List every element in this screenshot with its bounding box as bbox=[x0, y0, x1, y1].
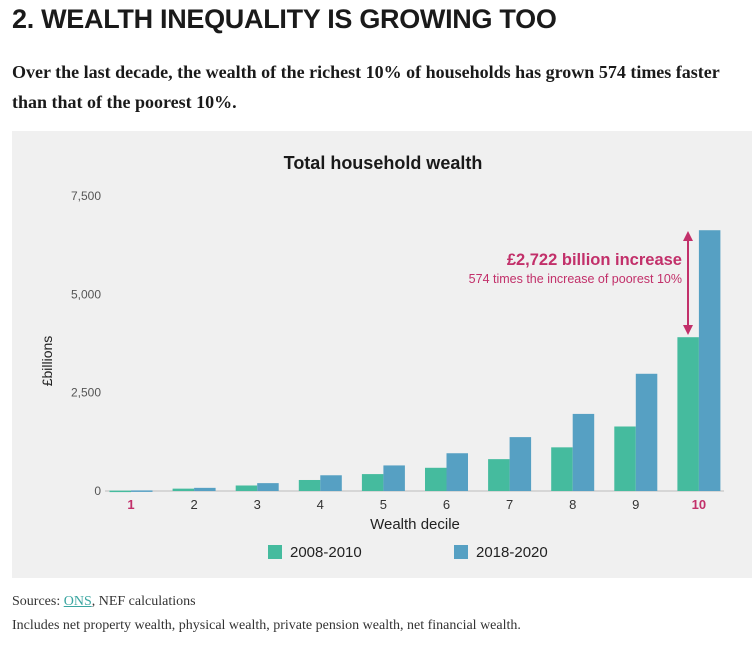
annotation-subtitle: 574 times the increase of poorest 10% bbox=[469, 272, 682, 286]
legend-swatch-2008-2010 bbox=[268, 545, 282, 559]
x-axis-label: Wealth decile bbox=[370, 516, 460, 533]
bar-2018-2020-decile-6 bbox=[446, 453, 468, 491]
legend-swatch-2018-2020 bbox=[454, 545, 468, 559]
bar-2018-2020-decile-5 bbox=[383, 465, 405, 491]
sources-suffix: , NEF calculations bbox=[91, 594, 196, 609]
sources-prefix: Sources: bbox=[12, 594, 64, 609]
bar-2008-2010-decile-1 bbox=[109, 490, 131, 493]
legend-label-2018-2020: 2018-2020 bbox=[476, 544, 548, 561]
chart-panel: Total household wealth 0 2,500 5,000 7,500 … bbox=[12, 131, 752, 578]
bar-2008-2010-decile-2 bbox=[172, 488, 195, 491]
footnote: Includes net property wealth, physical w… bbox=[12, 618, 521, 633]
bar-2008-2010-decile-10 bbox=[677, 337, 699, 491]
x-axis-ticks: 1 2 3 4 5 6 7 8 9 10 bbox=[127, 497, 706, 512]
bar-2018-2020-decile-3 bbox=[257, 483, 279, 491]
bar-2018-2020-decile-4 bbox=[320, 475, 342, 491]
legend-label-2008-2010: 2008-2010 bbox=[290, 544, 362, 561]
annotation-arrow-head-up bbox=[683, 231, 693, 241]
annotation-title: £2,722 billion increase bbox=[507, 251, 682, 269]
x-tick-label: 1 bbox=[127, 497, 134, 512]
x-tick-label: 9 bbox=[632, 497, 639, 512]
y-tick-label: 2,500 bbox=[71, 386, 101, 400]
bar-2018-2020-decile-10 bbox=[698, 230, 721, 491]
sources-line: Sources: ONS, NEF calculations bbox=[12, 594, 196, 610]
y-tick-label: 7,500 bbox=[71, 189, 101, 203]
x-tick-label: 2 bbox=[190, 497, 197, 512]
wealth-bar-chart: Total household wealth 02,5005,0007,500 … bbox=[39, 153, 724, 561]
bar-2018-2020-decile-8 bbox=[572, 413, 595, 491]
bar-2008-2010-decile-3 bbox=[235, 485, 258, 491]
x-tick-label: 5 bbox=[380, 497, 387, 512]
y-axis: 0 2,500 5,000 7,500 bbox=[71, 189, 101, 498]
annotation-arrow-head-down bbox=[683, 325, 693, 335]
bar-2018-2020-decile-1 bbox=[131, 490, 153, 492]
x-tick-label: 7 bbox=[506, 497, 513, 512]
y-tick-label: 0 bbox=[94, 484, 101, 498]
y-axis-label: £billions bbox=[39, 336, 55, 387]
ons-link[interactable]: ONS bbox=[63, 594, 92, 609]
x-tick-label: 3 bbox=[254, 497, 261, 512]
bar-2008-2010-decile-6 bbox=[425, 467, 447, 491]
x-tick-label: 10 bbox=[692, 497, 706, 512]
bar-2008-2010-decile-5 bbox=[361, 474, 384, 491]
x-tick-label: 6 bbox=[443, 497, 450, 512]
bar-2018-2020-decile-9 bbox=[635, 373, 658, 491]
bars bbox=[109, 230, 721, 493]
x-tick-label: 8 bbox=[569, 497, 576, 512]
bar-2008-2010-decile-9 bbox=[614, 426, 636, 491]
lede-paragraph: Over the last decade, the wealth of the … bbox=[12, 62, 720, 112]
y-tick-label: 5,000 bbox=[71, 287, 101, 301]
chart-title: Total household wealth bbox=[284, 153, 483, 173]
page-heading: 2. WEALTH INEQUALITY IS GROWING TOO bbox=[12, 4, 557, 34]
bar-2008-2010-decile-8 bbox=[551, 447, 573, 491]
x-tick-label: 4 bbox=[317, 497, 324, 512]
bar-2008-2010-decile-4 bbox=[298, 479, 321, 491]
bar-2008-2010-decile-7 bbox=[488, 459, 510, 491]
legend: 2008-2010 2018-2020 bbox=[268, 544, 548, 561]
bar-2018-2020-decile-2 bbox=[194, 487, 216, 491]
annotation: £2,722 billion increase 574 times the in… bbox=[469, 231, 693, 335]
bar-2018-2020-decile-7 bbox=[509, 437, 532, 491]
